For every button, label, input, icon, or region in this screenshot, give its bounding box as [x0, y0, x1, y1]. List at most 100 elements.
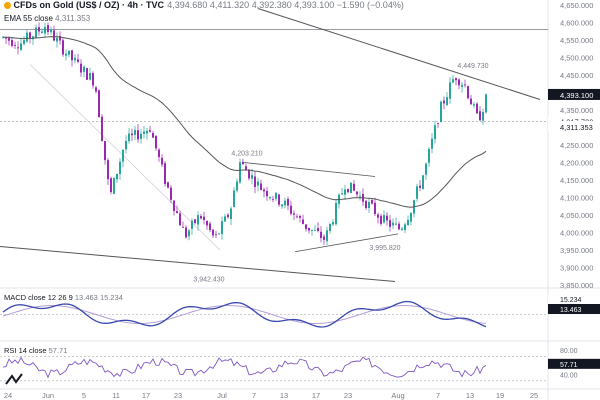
candle-body: [149, 130, 151, 132]
candle-body: [308, 227, 310, 231]
candle-body: [227, 214, 229, 218]
x-tick-label: Jul: [217, 391, 227, 400]
candle-body: [299, 215, 301, 218]
x-tick-label: 7: [252, 391, 256, 400]
candle-body: [344, 189, 346, 195]
candle-body: [305, 224, 307, 229]
candle-body: [122, 149, 124, 162]
candle-body: [452, 79, 454, 83]
candle-body: [224, 216, 226, 222]
x-tick-label: Aug: [391, 391, 404, 400]
candle-body: [269, 197, 271, 199]
candle-body: [101, 116, 103, 141]
candle-body: [317, 228, 319, 231]
rsi-label[interactable]: RSI 14 close: [4, 346, 47, 355]
candle-body: [449, 82, 451, 99]
macd-label[interactable]: MACD close 12 26 9: [4, 293, 73, 302]
candle-body: [440, 101, 442, 122]
candle-body: [401, 228, 403, 230]
macd-signal-line: [2, 305, 487, 324]
candle-body: [266, 190, 268, 197]
candle-body: [209, 223, 211, 230]
candle-body: [161, 157, 163, 165]
y-tick-label: 4,550.000: [560, 36, 593, 45]
x-tick-label: Jun: [42, 391, 54, 400]
rsi-tick-label: 40.00: [560, 373, 578, 380]
candle-body: [296, 216, 298, 218]
rsi-line: [2, 356, 487, 379]
candle-body: [8, 38, 10, 41]
candle-body: [86, 68, 88, 80]
candle-body: [152, 132, 154, 138]
candle-body: [473, 104, 475, 106]
candle-body: [350, 182, 352, 194]
y-tick-label: 4,000.000: [560, 229, 593, 238]
candle-body: [233, 190, 235, 208]
candle-body: [179, 213, 181, 226]
candle-body: [29, 32, 31, 39]
candle-body: [206, 221, 208, 226]
candle-body: [434, 125, 436, 140]
triangle-lower-line: [294, 233, 399, 253]
macd-tag2: 15.234: [560, 297, 582, 304]
symbol-title[interactable]: CFDs on Gold (US$ / OZ) · 4h · TVC: [13, 0, 165, 10]
candle-body: [263, 189, 265, 192]
candle-body: [14, 45, 16, 46]
x-tick-label: 25: [530, 391, 538, 400]
candle-body: [302, 219, 304, 224]
candle-body: [374, 202, 376, 215]
x-tick-label: 24: [4, 391, 12, 400]
candle-body: [203, 216, 205, 221]
candle-body: [254, 176, 256, 187]
rsi-tag: 57.71: [560, 362, 578, 369]
macd-tag-bg: [548, 304, 600, 314]
candle-body: [341, 193, 343, 195]
candle-body: [437, 123, 439, 125]
candle-body: [326, 230, 328, 242]
annotation-low2: 3,942.430: [193, 277, 224, 284]
candle-body: [428, 149, 430, 163]
candle-body: [5, 37, 7, 39]
rsi-value: 57.71: [48, 346, 68, 355]
candle-body: [56, 37, 58, 42]
candle-body: [467, 86, 469, 99]
ema-label[interactable]: EMA 55 close: [4, 14, 53, 23]
candle-body: [386, 215, 388, 221]
y-tick-label: 4,450.000: [560, 71, 593, 80]
candle-body: [188, 230, 190, 237]
candle-body: [26, 32, 28, 42]
x-tick-label: 23: [174, 391, 182, 400]
candle-body: [62, 40, 64, 55]
candle-body: [371, 200, 373, 204]
rsi-legend: RSI 14 close 57.71: [4, 346, 67, 355]
candle-body: [458, 79, 460, 86]
candle-body: [230, 208, 232, 220]
candle-body: [383, 215, 385, 223]
candle-body: [464, 84, 466, 86]
candle-body: [323, 236, 325, 240]
candle-body: [284, 200, 286, 206]
candle-body: [446, 97, 448, 106]
candle-body: [92, 73, 94, 86]
candle-body: [359, 195, 361, 197]
macd-value2: 15.234: [99, 293, 123, 302]
candle-body: [320, 231, 322, 239]
candle-body: [113, 177, 115, 194]
candle-body: [242, 161, 244, 165]
candle-body: [23, 40, 25, 44]
candle-body: [455, 78, 457, 81]
candle-body: [128, 133, 130, 142]
candle-body: [347, 188, 349, 193]
candle-body: [356, 191, 358, 195]
ema-55-line: [3, 36, 487, 208]
macd-tag: 13.463: [560, 307, 582, 314]
candle-body: [167, 182, 169, 188]
ema-value: 4,311.353: [55, 14, 91, 23]
candle-body: [110, 178, 112, 193]
candle-body: [392, 222, 394, 226]
candle-body: [107, 160, 109, 180]
candle-body: [212, 229, 214, 236]
candle-body: [281, 204, 283, 207]
ema-legend: EMA 55 close 4,311.353: [4, 14, 90, 23]
